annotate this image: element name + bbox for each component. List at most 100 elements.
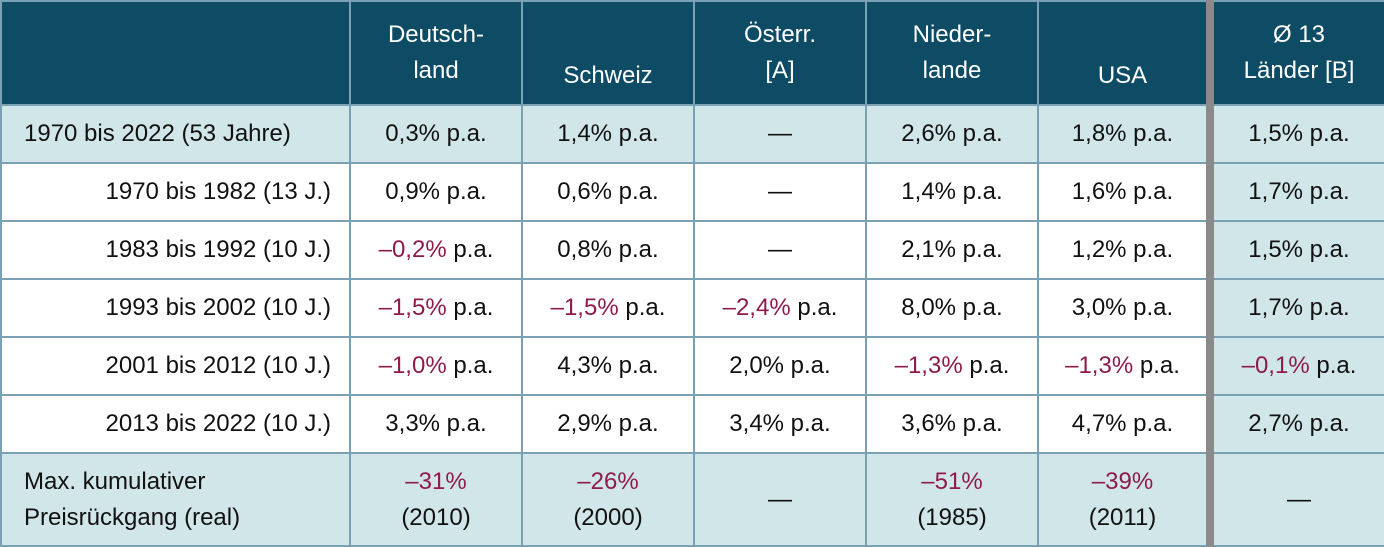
row-label: 2001 bis 2012 (10 J.): [0, 336, 351, 396]
cell-value: —: [1287, 485, 1311, 513]
cell-unit: p.a.: [1303, 410, 1350, 437]
cell-value: –1,3%: [1065, 352, 1134, 379]
row-label: 1983 bis 1992 (10 J.): [0, 220, 351, 280]
table-row: 1983 bis 1992 (10 J.) –0,2% p.a. 0,8% p.a.…: [0, 220, 1384, 280]
cell-schweiz: –26% (2000): [521, 452, 695, 547]
cell-unit: p.a.: [790, 294, 838, 321]
cell-unit: p.a.: [956, 294, 1003, 321]
cell-year: (2000): [573, 503, 643, 531]
cell-unit: p.a.: [956, 120, 1003, 147]
cell-value: 3,0%: [1071, 294, 1127, 321]
cell-unit: p.a.: [612, 236, 659, 263]
cell-year: (2010): [401, 503, 471, 531]
cell-usa: 4,7% p.a.: [1037, 394, 1211, 454]
cell-unit: p.a.: [1133, 352, 1180, 379]
cell-unit: p.a.: [1303, 236, 1350, 263]
row-label: 1993 bis 2002 (10 J.): [0, 278, 351, 338]
cell-year: (2011): [1088, 503, 1157, 531]
cell-value: 0,8%: [557, 236, 612, 263]
cell-niederlande: 8,0% p.a.: [865, 278, 1039, 338]
cell-usa: –1,3% p.a.: [1037, 336, 1211, 396]
cell-value: 1,7%: [1248, 294, 1303, 321]
cell-schweiz: 2,9% p.a.: [521, 394, 695, 454]
cell-deutschland: –31% (2010): [349, 452, 523, 547]
cell-schweiz: 0,6% p.a.: [521, 162, 695, 222]
cell-value: –0,2%: [378, 236, 447, 263]
cell-unit: p.a.: [440, 410, 487, 437]
row-label: 2013 bis 2022 (10 J.): [0, 394, 351, 454]
cell-13-laender: —: [1206, 452, 1384, 547]
cell-unit: p.a.: [1303, 120, 1350, 147]
cell-value: –1,3%: [894, 352, 963, 379]
cell-13-laender: 1,5% p.a.: [1206, 220, 1384, 280]
cell-unit: p.a.: [612, 410, 659, 437]
cell-13-laender: 1,7% p.a.: [1206, 278, 1384, 338]
cell-value: 2,1%: [901, 236, 956, 263]
cell-value: 1,2%: [1071, 236, 1127, 263]
table-row: 1970 bis 1982 (13 J.) 0,9% p.a. 0,6% p.a. —…: [0, 162, 1384, 222]
cell-13-laender: 1,7% p.a.: [1206, 162, 1384, 222]
col-header-oesterreich: Österr. [A]: [693, 0, 867, 106]
row-label: 1970 bis 2022 (53 Jahre): [0, 104, 351, 164]
cell-unit: p.a.: [1309, 352, 1357, 379]
cell-niederlande: 3,6% p.a.: [865, 394, 1039, 454]
cell-schweiz: 1,4% p.a.: [521, 104, 695, 164]
table-row: 2001 bis 2012 (10 J.) –1,0% p.a. 4,3% p.a.…: [0, 336, 1384, 396]
max-decline-row: Max. kumulativer Preisrückgang (real) –31%…: [0, 452, 1384, 547]
cell-value: –2,4%: [722, 294, 791, 321]
cell-schweiz: –1,5% p.a.: [521, 278, 695, 338]
cell-oesterreich: —: [693, 162, 867, 222]
col-header-schweiz: Schweiz: [521, 0, 695, 106]
cell-value: —: [768, 236, 792, 263]
cell-oesterreich: 2,0% p.a.: [693, 336, 867, 396]
cell-deutschland: –1,0% p.a.: [349, 336, 523, 396]
cell-deutschland: –0,2% p.a.: [349, 220, 523, 280]
cell-unit: p.a.: [784, 410, 831, 437]
cell-value: –1,5%: [378, 294, 447, 321]
cell-unit: p.a.: [440, 178, 487, 205]
cell-13-laender: 1,5% p.a.: [1206, 104, 1384, 164]
row-label: 1970 bis 1982 (13 J.): [0, 162, 351, 222]
cell-unit: p.a.: [440, 120, 487, 147]
cell-value: 1,7%: [1248, 178, 1303, 205]
header-row: Deutsch- land Schweiz Österr. [A] Nieder…: [0, 0, 1384, 106]
cell-value: 8,0%: [901, 294, 956, 321]
cell-unit: p.a.: [962, 352, 1010, 379]
cell-value: –0,1%: [1241, 352, 1310, 379]
cell-unit: p.a.: [1126, 410, 1174, 437]
cell-oesterreich: –2,4% p.a.: [693, 278, 867, 338]
cell-oesterreich: —: [693, 220, 867, 280]
cell-value: 1,5%: [1248, 236, 1303, 263]
cell-value: 0,6%: [557, 178, 612, 205]
cell-deutschland: 0,9% p.a.: [349, 162, 523, 222]
cell-unit: p.a.: [1126, 120, 1174, 147]
cell-value: 1,5%: [1248, 120, 1303, 147]
cell-value: 3,3%: [385, 410, 440, 437]
cell-value: 3,6%: [901, 410, 956, 437]
cell-niederlande: 2,6% p.a.: [865, 104, 1039, 164]
cell-value: 1,4%: [901, 178, 956, 205]
cell-unit: p.a.: [956, 410, 1003, 437]
row-label: Max. kumulativer Preisrückgang (real): [0, 452, 351, 547]
cell-oesterreich: —: [693, 104, 867, 164]
cell-unit: p.a.: [1303, 178, 1350, 205]
cell-niederlande: 1,4% p.a.: [865, 162, 1039, 222]
cell-oesterreich: 3,4% p.a.: [693, 394, 867, 454]
cell-value: —: [768, 178, 792, 205]
col-header-deutschland: Deutsch- land: [349, 0, 523, 106]
cell-deutschland: –1,5% p.a.: [349, 278, 523, 338]
cell-year: (1985): [917, 503, 987, 531]
cell-value: 3,4%: [729, 410, 784, 437]
col-header-usa: USA: [1037, 0, 1211, 106]
cell-oesterreich: —: [693, 452, 867, 547]
col-header-niederlande: Nieder- lande: [865, 0, 1039, 106]
cell-usa: –39% (2011): [1037, 452, 1211, 547]
cell-unit: p.a.: [784, 352, 831, 379]
cell-unit: p.a.: [612, 178, 659, 205]
cell-unit: p.a.: [1126, 178, 1174, 205]
cell-13-laender: 2,7% p.a.: [1206, 394, 1384, 454]
cell-value: —: [768, 485, 792, 513]
cell-value: –39%: [1091, 467, 1154, 495]
cell-value: 1,8%: [1071, 120, 1127, 147]
